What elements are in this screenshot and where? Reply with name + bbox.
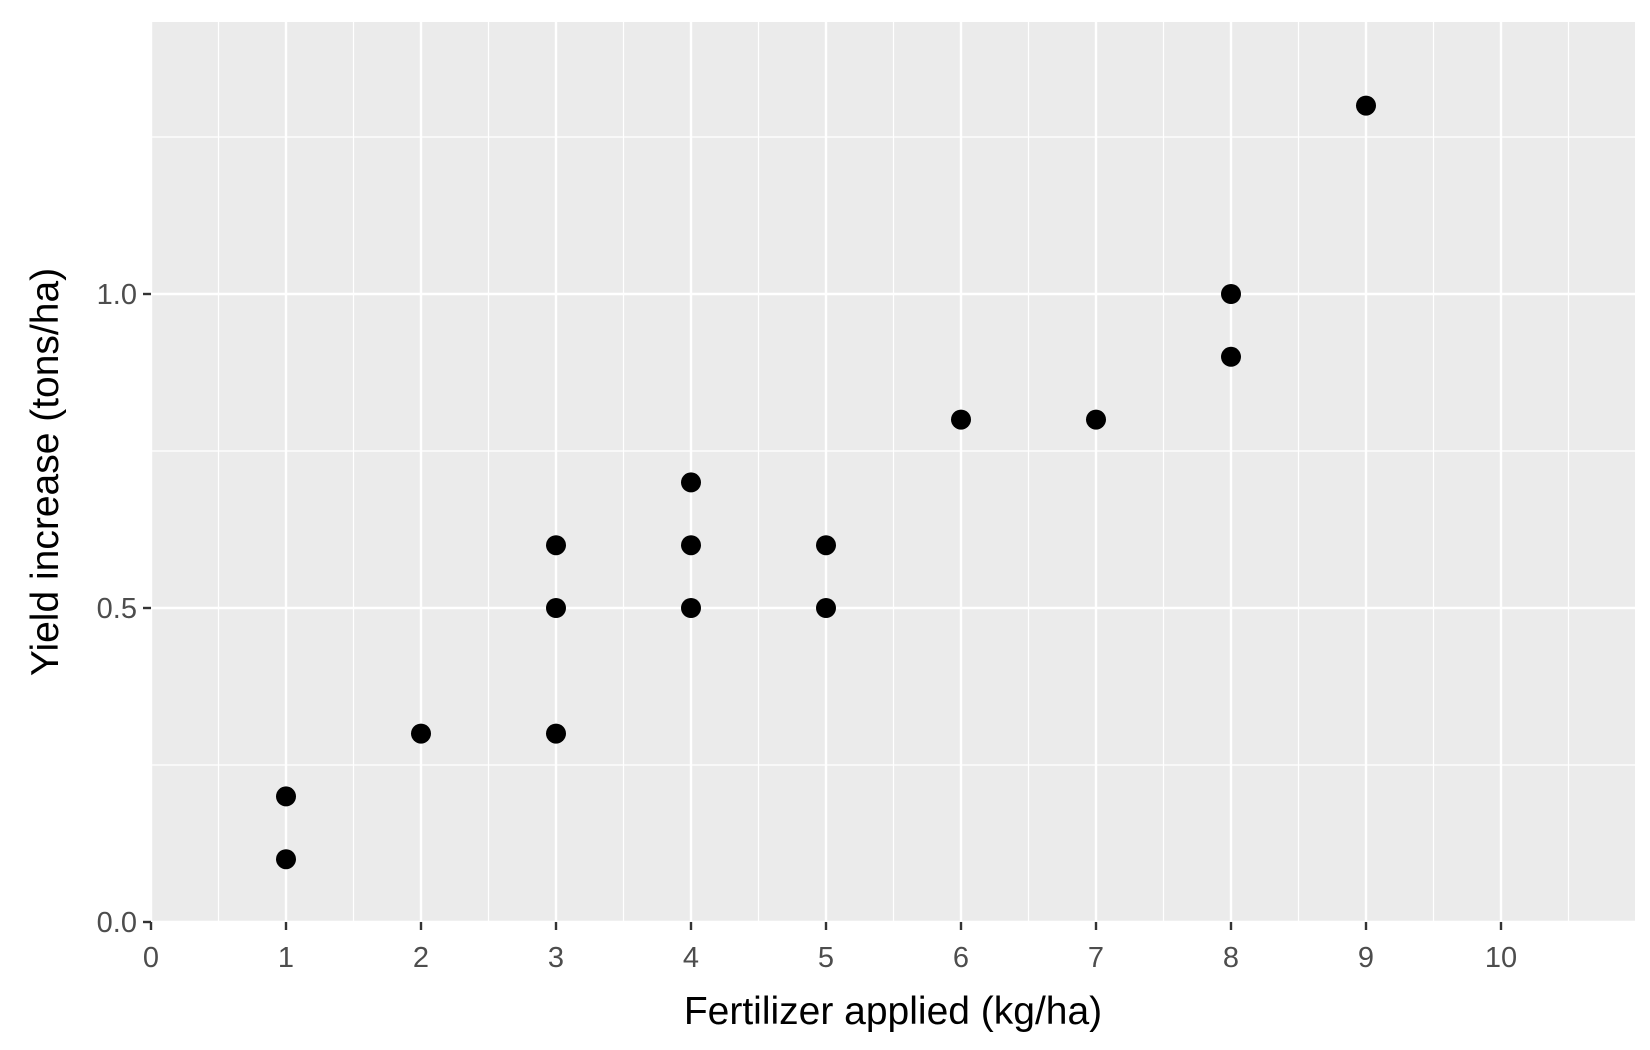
data-point: [546, 723, 566, 744]
x-tick-label: 4: [683, 942, 699, 974]
data-point: [546, 535, 566, 556]
y-axis: 0.0 0.5 1.0: [97, 279, 151, 939]
x-tick-label: 0: [143, 942, 159, 974]
x-tick-label: 6: [953, 942, 969, 974]
x-tick-label: 7: [1088, 942, 1104, 974]
x-tick-label: 8: [1223, 942, 1239, 974]
data-point: [816, 598, 836, 618]
data-point: [411, 723, 431, 744]
y-tick-label: 0.0: [97, 907, 137, 939]
x-axis: 0 1 2 3 4 5 6 7 8 9 10: [143, 922, 1517, 974]
y-tick-label: 1.0: [97, 279, 137, 311]
data-point: [951, 409, 971, 430]
x-axis-title: Fertilizer applied (kg/ha): [684, 990, 1102, 1033]
x-tick-label: 9: [1358, 942, 1374, 974]
data-point: [681, 598, 701, 618]
data-point: [1086, 409, 1106, 430]
data-point: [276, 786, 296, 807]
data-point: [546, 598, 566, 618]
data-point: [276, 849, 296, 870]
data-points: [276, 95, 1376, 870]
data-point: [816, 535, 836, 556]
x-tick-label: 5: [818, 942, 834, 974]
x-tick-label: 2: [413, 942, 429, 974]
data-point: [1356, 95, 1376, 116]
y-tick-label: 0.5: [97, 593, 137, 625]
data-point: [681, 535, 701, 556]
data-point: [1221, 346, 1241, 367]
data-point: [1221, 284, 1241, 304]
y-axis-title: Yield increase (tons/ha): [24, 268, 67, 676]
major-gridlines: [149, 22, 1635, 924]
minor-gridlines: [151, 22, 1635, 922]
data-point: [681, 472, 701, 493]
x-tick-label: 1: [278, 942, 294, 974]
x-tick-label: 3: [548, 942, 564, 974]
x-tick-label: 10: [1485, 942, 1517, 974]
